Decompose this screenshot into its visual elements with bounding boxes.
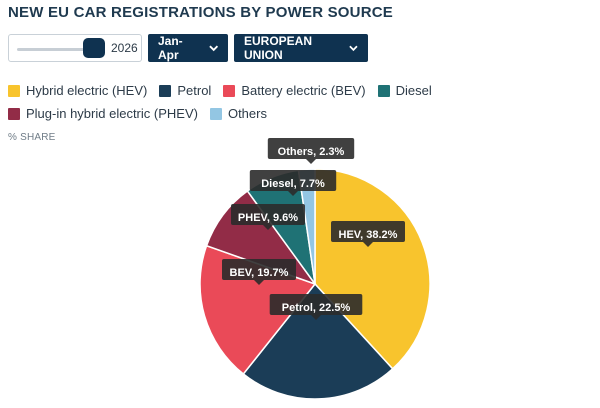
- chart-controls: 2026 Jan-Apr EUROPEAN UNION: [8, 34, 368, 62]
- legend-item-hev[interactable]: Hybrid electric (HEV): [8, 82, 147, 99]
- data-label-box-bev: [222, 259, 296, 280]
- data-label-box-hev: [331, 221, 405, 242]
- data-label-pointer-others: [306, 159, 316, 164]
- legend-item-phev[interactable]: Plug-in hybrid electric (PHEV): [8, 105, 198, 122]
- period-dropdown[interactable]: Jan-Apr: [148, 34, 228, 62]
- chevron-down-icon: [349, 45, 358, 51]
- data-label-petrol: Petrol, 22.5%: [269, 294, 363, 320]
- legend-label-hev: Hybrid electric (HEV): [26, 83, 148, 98]
- data-label-phev: PHEV, 9.6%: [231, 204, 305, 230]
- data-label-pointer-phev: [263, 225, 273, 230]
- chart-title: NEW EU CAR REGISTRATIONS BY POWER SOURCE: [8, 4, 393, 21]
- data-label-pointer-diesel: [288, 191, 298, 196]
- legend-swatch-bev: [223, 84, 236, 97]
- legend-label-phev: Plug-in hybrid electric (PHEV): [26, 106, 198, 121]
- legend-item-diesel[interactable]: Diesel: [377, 82, 432, 99]
- data-label-pointer-hev: [363, 242, 373, 247]
- data-label-pointer-petrol: [311, 315, 321, 320]
- legend-swatch-petrol: [159, 84, 172, 97]
- legend-label-bev: Battery electric (BEV): [241, 83, 366, 98]
- legend-swatch-diesel: [377, 84, 390, 97]
- year-value: 2026: [111, 41, 138, 55]
- period-dropdown-label: Jan-Apr: [158, 34, 183, 62]
- data-label-box-phev: [231, 204, 305, 225]
- data-label-text-petrol: Petrol, 22.5%: [282, 302, 351, 314]
- data-label-text-bev: BEV, 19.7%: [230, 267, 289, 279]
- legend-label-diesel: Diesel: [395, 83, 432, 98]
- chevron-down-icon: [208, 44, 218, 51]
- year-slider-handle[interactable]: [83, 38, 105, 58]
- pie-slice-hev[interactable]: [314, 168, 431, 370]
- legend-swatch-hev: [8, 84, 20, 97]
- legend-item-bev[interactable]: Battery electric (BEV): [223, 82, 366, 99]
- chart-legend: Hybrid electric (HEV) Petrol Battery elect…: [8, 82, 598, 122]
- unit-label: % SHARE: [8, 132, 56, 143]
- legend-swatch-others: [209, 107, 222, 120]
- pie-slice-petrol[interactable]: [242, 282, 394, 400]
- legend-swatch-phev: [8, 107, 20, 120]
- legend-item-petrol[interactable]: Petrol: [159, 82, 211, 99]
- data-label-text-hev: HEV, 38.2%: [339, 229, 398, 241]
- data-label-text-others: Others, 2.3%: [278, 146, 345, 158]
- data-label-text-phev: PHEV, 9.6%: [238, 212, 298, 224]
- legend-label-others: Others: [227, 106, 267, 121]
- data-label-bev: BEV, 19.7%: [222, 259, 296, 285]
- year-slider-track[interactable]: [17, 48, 85, 51]
- data-label-others: Others, 2.3%: [267, 138, 355, 164]
- data-label-box-diesel: [249, 170, 337, 191]
- data-label-box-others: [267, 138, 355, 159]
- data-label-pointer-bev: [254, 280, 264, 285]
- data-label-hev: HEV, 38.2%: [331, 221, 405, 247]
- year-slider-control[interactable]: 2026: [8, 34, 142, 62]
- region-dropdown[interactable]: EUROPEAN UNION: [234, 34, 368, 62]
- region-dropdown-label: EUROPEAN UNION: [244, 34, 313, 62]
- legend-item-others[interactable]: Others: [209, 105, 267, 122]
- data-label-text-diesel: Diesel, 7.7%: [261, 178, 325, 190]
- legend-label-petrol: Petrol: [177, 83, 212, 98]
- data-label-box-petrol: [269, 294, 363, 315]
- data-label-diesel: Diesel, 7.7%: [249, 170, 337, 196]
